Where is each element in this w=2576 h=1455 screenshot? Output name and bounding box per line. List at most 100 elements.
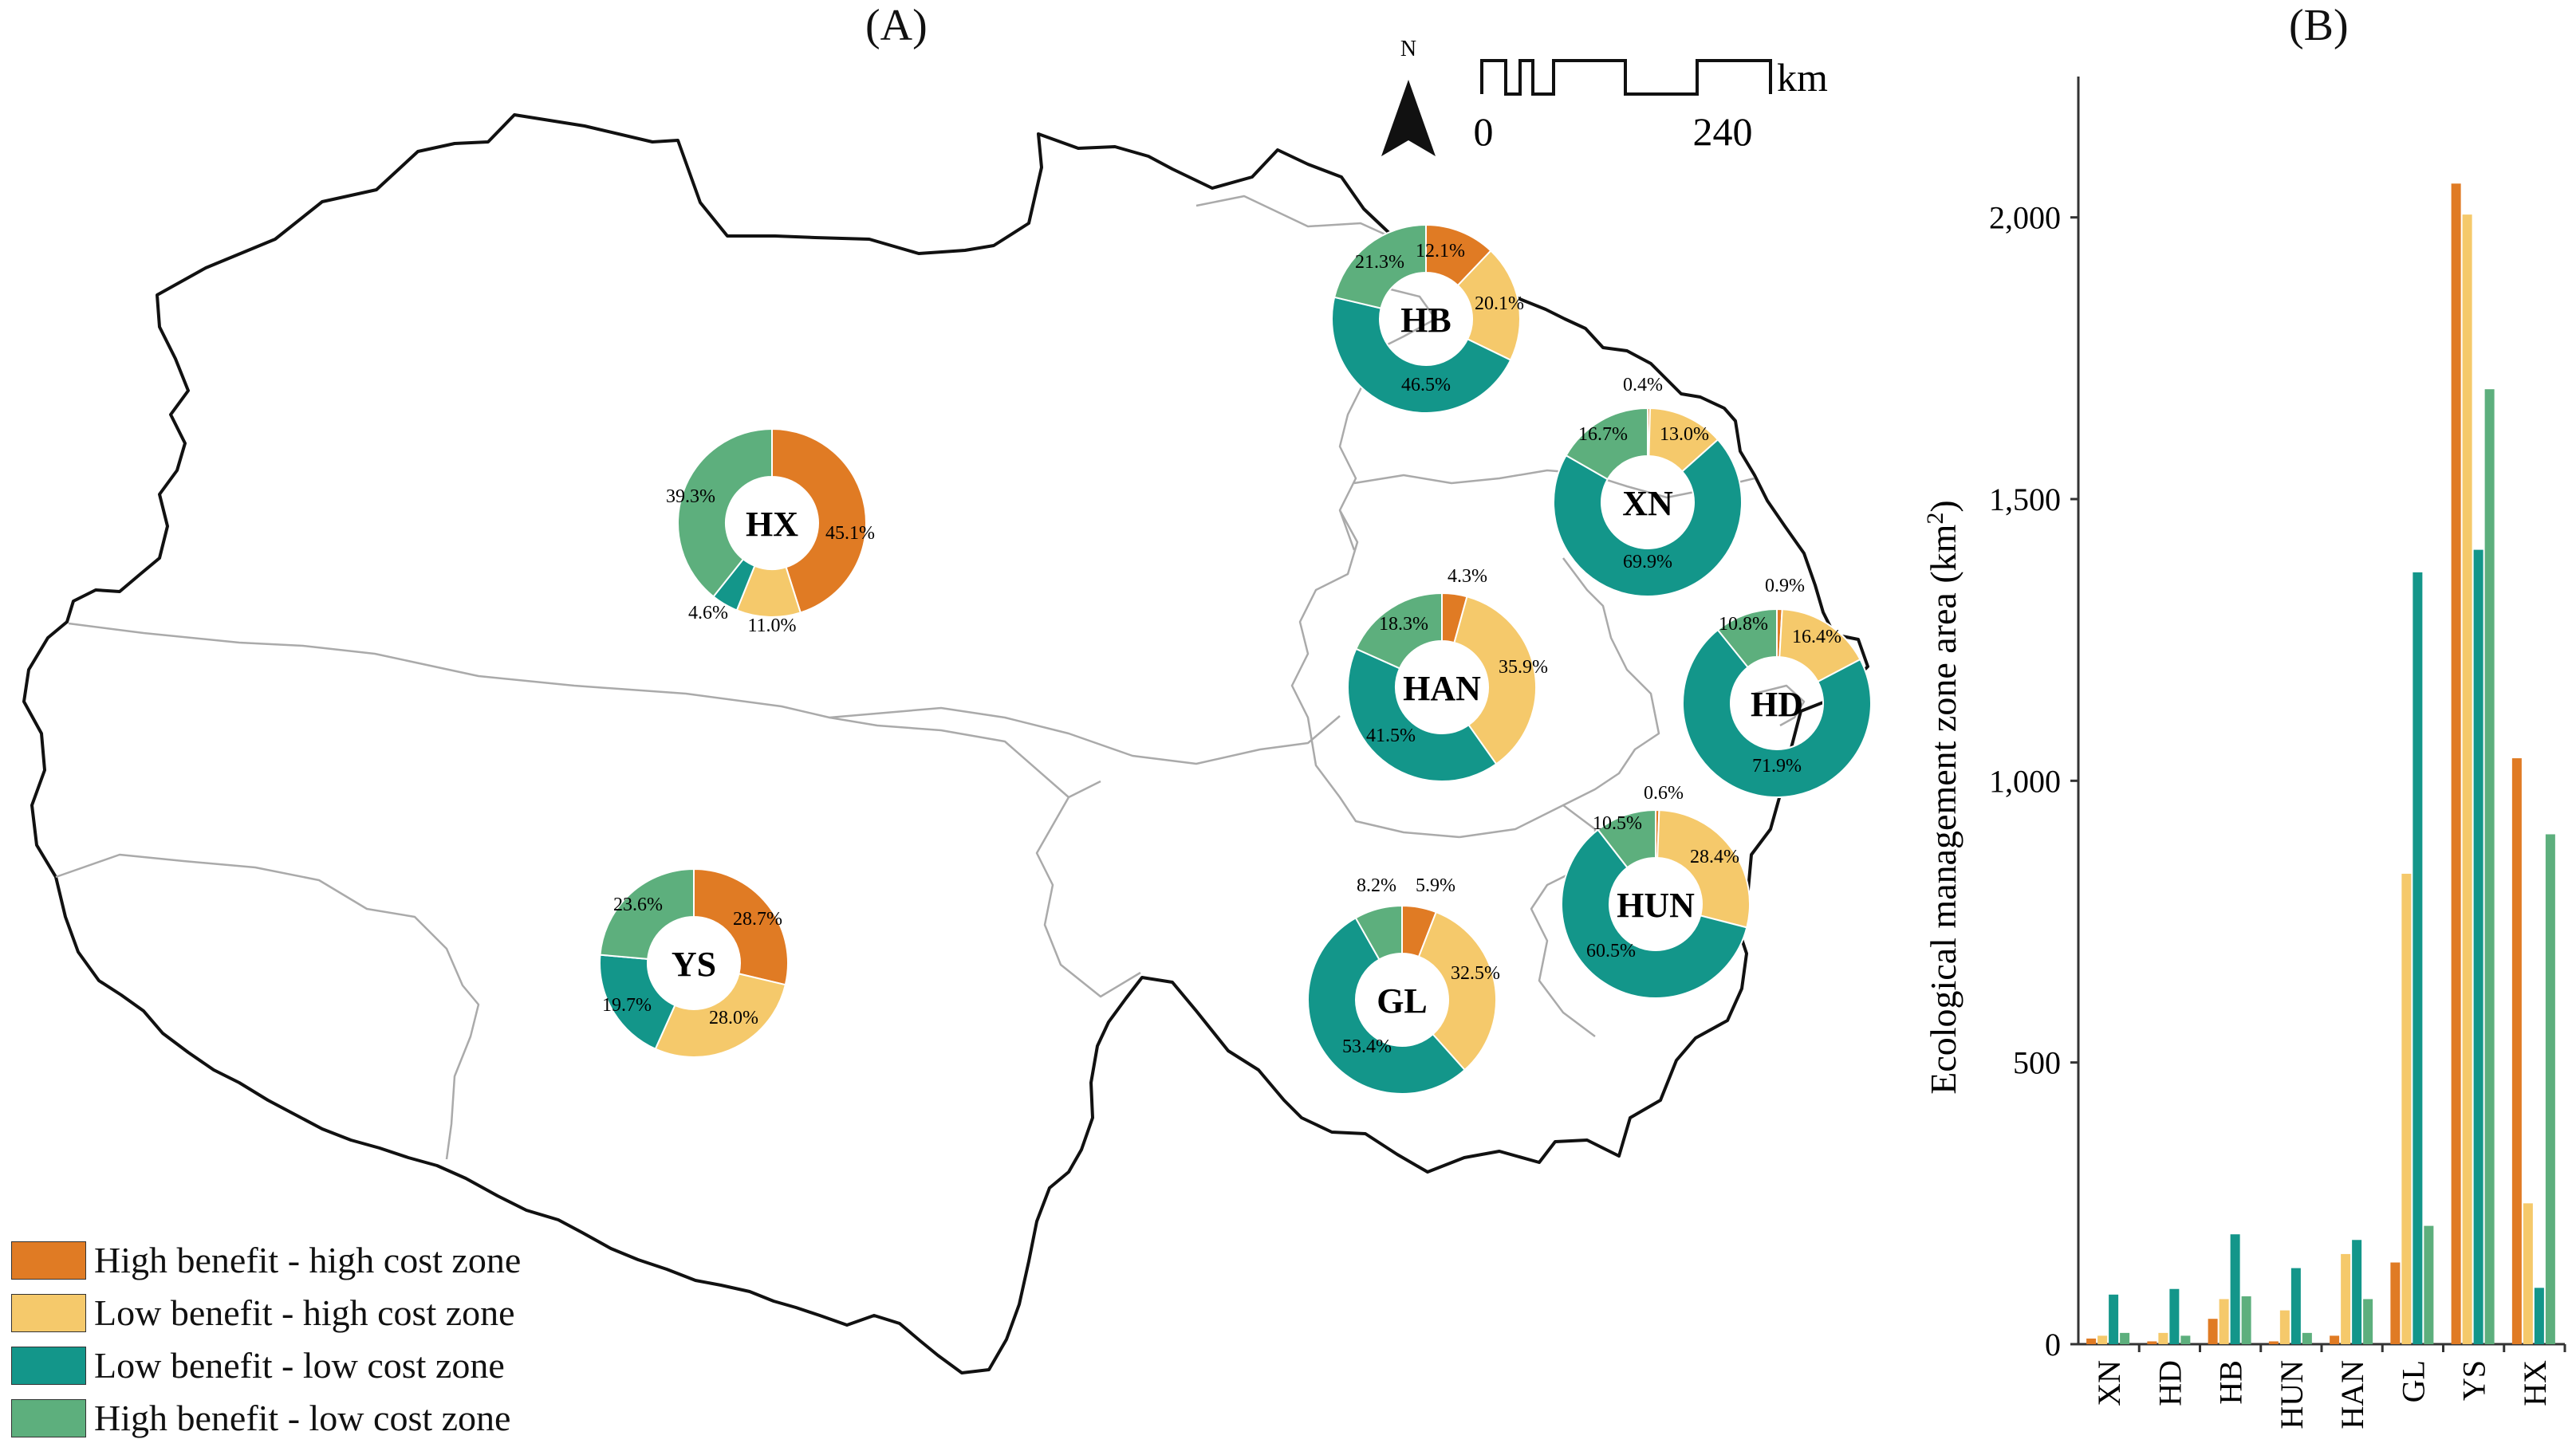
donut-slice <box>1656 809 1751 929</box>
donut-percent-label: 53.4% <box>1342 1036 1392 1057</box>
donut-percent-label: 69.9% <box>1623 552 1672 572</box>
donut-percent-label: 19.7% <box>602 995 652 1016</box>
donut-slice <box>1333 223 1427 309</box>
boundary-gl <box>1035 780 1141 998</box>
donut-xn: XN 0.4% 13.0% 69.9% 16.7% <box>1553 375 1743 597</box>
boundary-hd <box>1562 557 1660 807</box>
north-arrow: N <box>1381 37 1436 156</box>
north-label: N <box>1400 37 1416 61</box>
panel-a-label: (A) <box>865 1 928 50</box>
donut-percent-label: 4.3% <box>1448 566 1487 587</box>
donut-percent-label: 32.5% <box>1451 963 1500 984</box>
scale-bar-line <box>1480 59 1772 96</box>
legend-item: Low benefit - high cost zone <box>11 1287 521 1339</box>
legend-swatch <box>11 1241 86 1280</box>
donut-percent-label: 0.4% <box>1623 375 1663 395</box>
donut-slice <box>599 867 695 960</box>
legend-item: Low benefit - low cost zone <box>11 1339 521 1392</box>
boundary-south-west <box>55 853 480 1160</box>
donut-percent-label: 28.0% <box>709 1008 758 1028</box>
north-arrow-icon <box>1381 80 1436 156</box>
donut-slice <box>1716 608 1778 669</box>
donut-slice <box>1456 250 1521 361</box>
donut-slice <box>1565 407 1648 481</box>
donut-slice <box>654 973 787 1058</box>
panel-b-label: (B) <box>2289 1 2349 50</box>
legend-swatch <box>11 1399 86 1437</box>
donut-percent-label: 0.6% <box>1644 783 1684 804</box>
legend-label: High benefit - low cost zone <box>94 1398 511 1438</box>
boundary-hun <box>1459 804 1597 1037</box>
donut-percent-label: 21.3% <box>1355 252 1404 273</box>
scale-end: 240 <box>1693 109 1753 154</box>
donut-percent-label: 4.6% <box>688 603 728 623</box>
donut-hb: HB 12.1% 20.1% 46.5% 21.3% <box>1330 223 1524 415</box>
donut-slice <box>1682 628 1872 798</box>
donut-percent-label: 0.9% <box>1765 576 1805 596</box>
donut-slice <box>677 427 773 598</box>
donut-ys: YS 28.7% 28.0% 19.7% 23.6% <box>599 867 789 1058</box>
boundary-west-central <box>68 622 1341 765</box>
donut-slice <box>1597 808 1656 869</box>
boundary-south-mid <box>829 716 1069 798</box>
legend-item: High benefit - high cost zone <box>11 1234 521 1287</box>
scale-start: 0 <box>1474 109 1494 154</box>
donut-name-label: HB <box>1400 301 1451 340</box>
donut-percent-label: 35.9% <box>1499 657 1548 678</box>
legend-label: Low benefit - low cost zone <box>94 1345 505 1386</box>
donut-slice <box>1560 828 1748 999</box>
internal-boundaries <box>55 195 1806 1160</box>
donut-percent-label: 12.1% <box>1416 241 1465 262</box>
donut-name-label: XN <box>1622 484 1673 523</box>
donut-slice <box>1306 916 1467 1095</box>
donut-hd: HD 0.9% 16.4% 71.9% 10.8% <box>1682 576 1872 798</box>
donut-gl: GL 5.9% 32.5% 53.4% 8.2% <box>1306 875 1500 1095</box>
donut-percent-label: 10.8% <box>1719 614 1768 635</box>
legend-label: High benefit - high cost zone <box>94 1240 522 1280</box>
map-outer-boundary <box>22 113 1869 1374</box>
donut-percent-label: 28.7% <box>733 909 782 930</box>
donut-percent-label: 8.2% <box>1357 875 1396 896</box>
map-legend: High benefit - high cost zone Low benefi… <box>11 1234 521 1445</box>
legend-item: High benefit - low cost zone <box>11 1392 521 1445</box>
donut-percent-label: 60.5% <box>1586 941 1636 961</box>
legend-label: Low benefit - high cost zone <box>94 1292 515 1333</box>
donut-name-label: HAN <box>1403 669 1481 708</box>
donut-slice <box>1553 438 1743 597</box>
boundary-han <box>1290 509 1460 839</box>
donut-name-label: YS <box>672 945 716 984</box>
donut-percent-label: 71.9% <box>1752 756 1802 777</box>
scale-unit: km <box>1777 55 1828 100</box>
donut-name-label: HD <box>1751 685 1803 724</box>
donut-percent-label: 39.3% <box>666 486 715 507</box>
donut-name-label: GL <box>1377 981 1428 1020</box>
donut-percent-label: 45.1% <box>825 523 875 544</box>
scale-bar <box>1480 59 1772 96</box>
boundary-hd-inner <box>1754 684 1806 727</box>
donut-slice <box>693 867 789 986</box>
donut-slice <box>1417 910 1497 1072</box>
donut-hx: HX 45.1% 11.0% 4.6% 39.3% <box>666 427 875 636</box>
donut-han: HAN 4.3% 35.9% 41.5% 18.3% <box>1347 566 1548 782</box>
donut-percent-label: 5.9% <box>1416 875 1455 896</box>
donut-percent-label: 10.5% <box>1593 813 1642 834</box>
donut-slice <box>1354 592 1443 670</box>
donut-name-label: HX <box>746 505 798 544</box>
donut-percent-label: 11.0% <box>747 615 796 636</box>
donut-slice <box>599 954 676 1051</box>
donut-hun: HUN 0.6% 28.4% 60.5% 10.5% <box>1560 783 1751 999</box>
donut-slice <box>1453 596 1537 765</box>
boundary-north-east-a <box>1195 195 1396 241</box>
legend-swatch <box>11 1294 86 1332</box>
donut-slice <box>1347 647 1498 782</box>
donut-percent-label: 16.7% <box>1578 424 1628 445</box>
donut-percent-label: 28.4% <box>1690 847 1739 867</box>
donut-layer: HB 12.1% 20.1% 46.5% 21.3% XN 0.4% 13.0% 69.9% 16… <box>599 223 1872 1095</box>
donut-percent-label: 16.4% <box>1792 627 1841 647</box>
donut-name-label: HUN <box>1617 886 1695 925</box>
donut-percent-label: 18.3% <box>1379 614 1428 635</box>
donut-percent-label: 13.0% <box>1660 424 1709 445</box>
legend-swatch <box>11 1347 86 1385</box>
donut-percent-label: 41.5% <box>1366 726 1416 746</box>
